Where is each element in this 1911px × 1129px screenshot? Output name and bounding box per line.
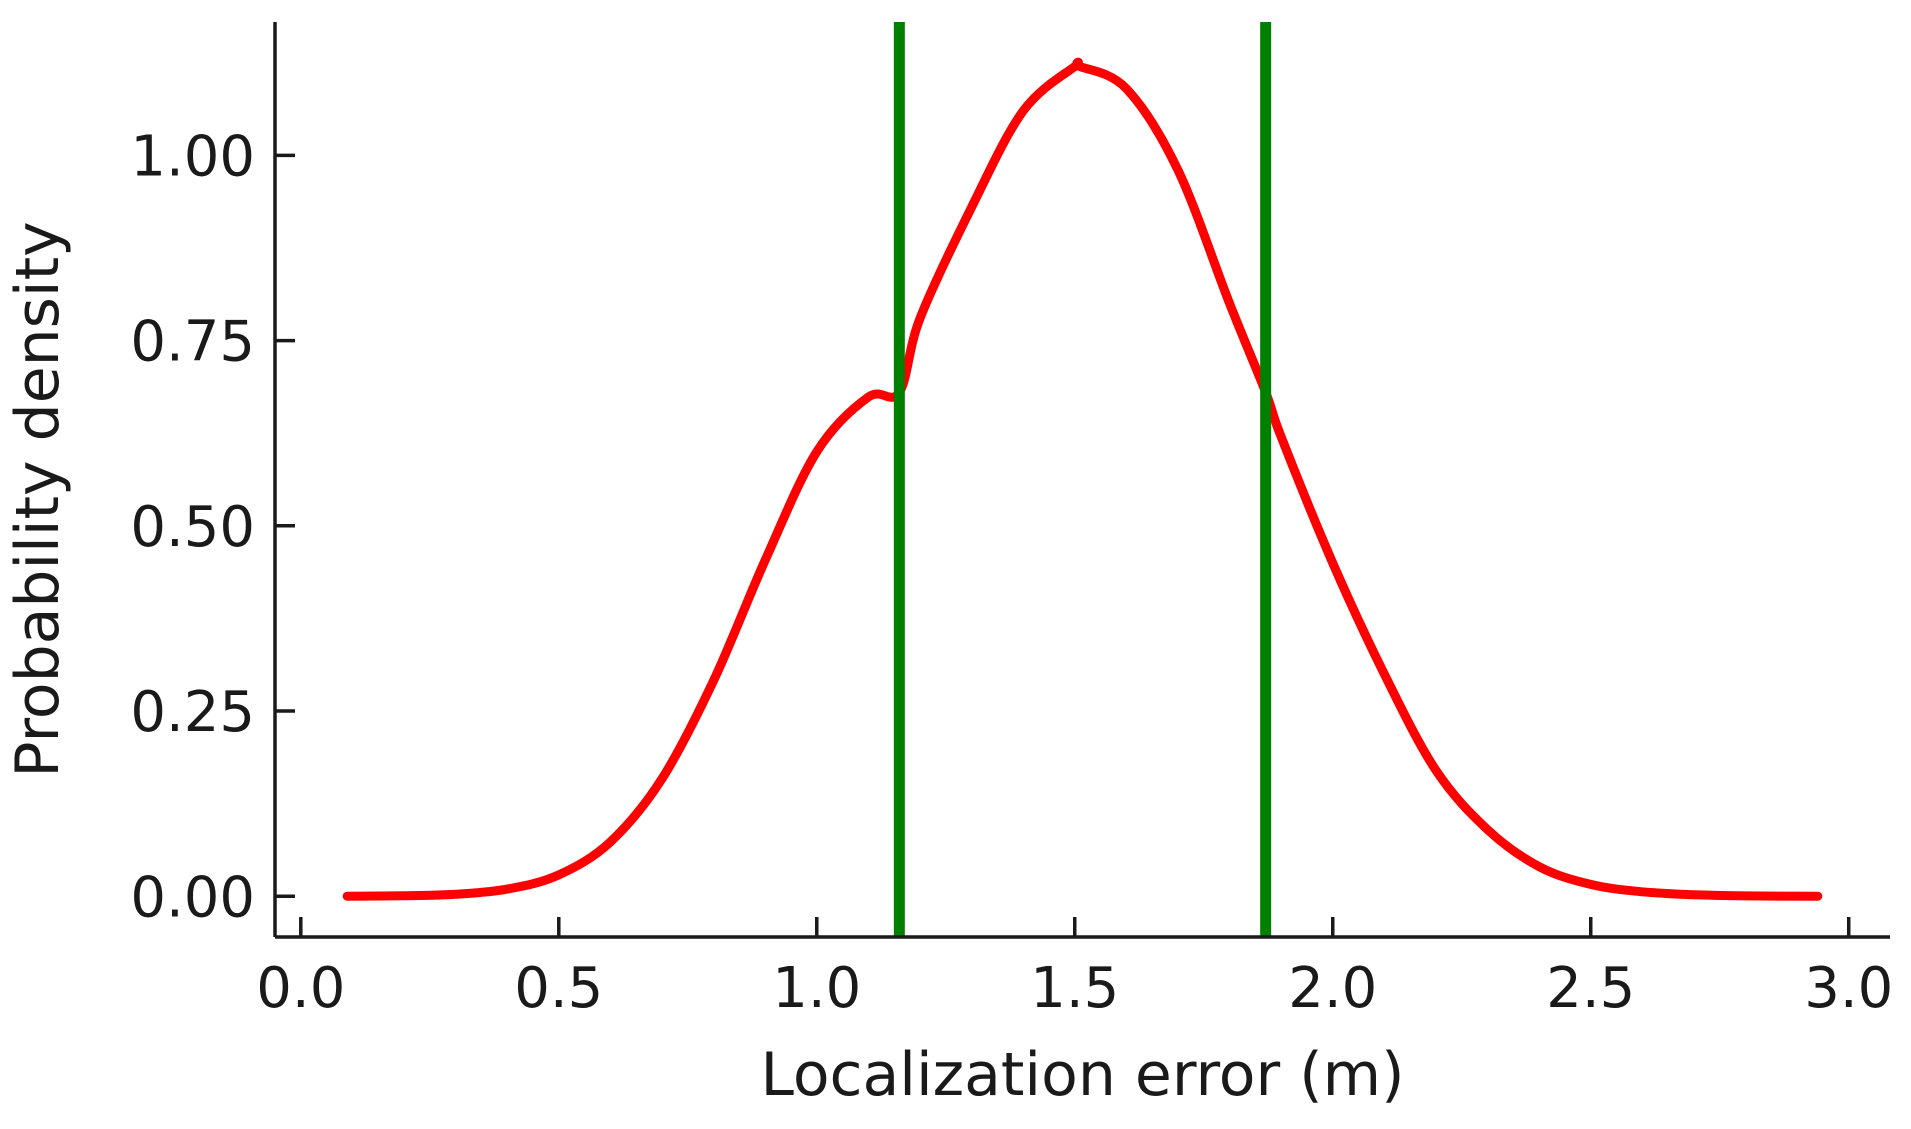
y-tick-label: 1.00 xyxy=(130,124,255,189)
y-tick-label: 0.75 xyxy=(130,310,255,375)
density-curve-line xyxy=(342,57,1823,901)
x-tick-label: 2.0 xyxy=(1288,956,1377,1021)
x-axis-label: Localization error (m) xyxy=(760,1040,1404,1110)
axes: 0.0 0.5 1.0 1.5 2.0 2.5 3.0 0.00 0.25 0.50 0.75 1.0… xyxy=(130,22,1893,1021)
plot-area xyxy=(342,22,1823,937)
x-tick-label: 3.0 xyxy=(1804,956,1893,1021)
x-tick-label: 0.5 xyxy=(514,956,603,1021)
x-tick-label: 1.5 xyxy=(1030,956,1119,1021)
y-tick-label: 0.50 xyxy=(130,495,255,560)
y-axis-label: Probability density xyxy=(3,221,73,777)
y-tick-label: 0.25 xyxy=(130,680,255,745)
y-tick-label: 0.00 xyxy=(130,865,255,930)
x-tick-label: 1.0 xyxy=(772,956,861,1021)
x-tick-label: 2.5 xyxy=(1546,956,1635,1021)
x-tick-label: 0.0 xyxy=(256,956,345,1021)
